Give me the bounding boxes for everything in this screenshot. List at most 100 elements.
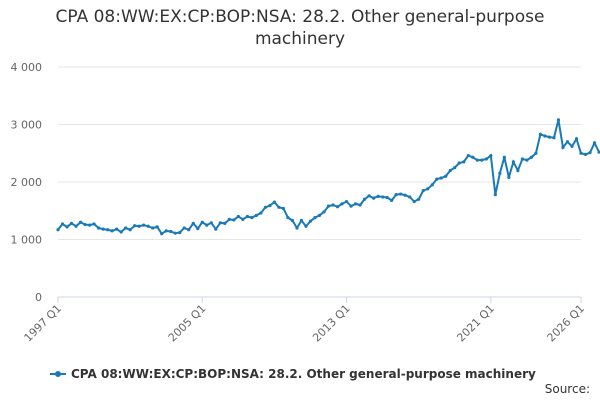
- y-tick-label: 2 000: [11, 176, 43, 189]
- point: [588, 151, 592, 155]
- point: [92, 222, 96, 226]
- point: [65, 225, 69, 229]
- legend-marker: [55, 371, 61, 377]
- point: [200, 220, 204, 224]
- point: [417, 197, 421, 201]
- point: [308, 219, 313, 223]
- point: [164, 229, 168, 233]
- point: [502, 155, 506, 159]
- point: [115, 227, 119, 231]
- point: [498, 171, 502, 175]
- point: [381, 195, 385, 199]
- point: [462, 160, 466, 164]
- point: [124, 226, 128, 230]
- point: [367, 194, 371, 198]
- point: [592, 141, 597, 145]
- point: [466, 153, 470, 158]
- point: [565, 140, 570, 144]
- point: [105, 228, 110, 232]
- point: [376, 194, 380, 198]
- point: [421, 189, 425, 193]
- point: [101, 227, 105, 231]
- y-tick-label: 3 000: [11, 119, 43, 132]
- point: [484, 157, 488, 161]
- point: [304, 224, 308, 228]
- series-line: [57, 119, 600, 236]
- point: [290, 218, 295, 223]
- point: [489, 153, 493, 158]
- x-tick-label: 1997 Q1: [22, 302, 65, 345]
- point: [187, 228, 191, 232]
- point: [574, 137, 579, 141]
- point: [471, 155, 475, 159]
- point: [196, 226, 200, 231]
- point: [268, 203, 272, 208]
- point: [313, 216, 317, 220]
- point: [344, 199, 349, 204]
- point: [173, 231, 177, 235]
- point: [299, 218, 304, 223]
- point: [385, 195, 389, 200]
- point: [556, 118, 561, 122]
- point: [205, 223, 209, 227]
- point: [263, 205, 267, 209]
- point: [236, 214, 240, 219]
- chart-title: CPA 08:WW:EX:CP:BOP:NSA: 28.2. Other gen…: [55, 7, 545, 49]
- point: [457, 161, 461, 165]
- point: [529, 155, 534, 159]
- point: [277, 205, 281, 209]
- point: [349, 204, 353, 208]
- point: [547, 135, 552, 139]
- point: [538, 132, 543, 136]
- point: [475, 158, 479, 162]
- point: [69, 221, 74, 225]
- point: [250, 216, 254, 220]
- point: [570, 144, 574, 148]
- point: [128, 228, 132, 232]
- point: [160, 232, 164, 236]
- x-tick-label: 2013 Q1: [310, 302, 353, 345]
- point: [358, 203, 362, 207]
- point: [579, 151, 583, 155]
- point: [394, 193, 398, 197]
- point: [507, 175, 511, 179]
- point: [426, 187, 430, 191]
- point: [493, 193, 497, 197]
- point: [87, 223, 92, 227]
- point: [286, 216, 290, 220]
- point: [520, 157, 524, 161]
- point: [295, 226, 299, 230]
- point: [281, 206, 286, 211]
- point: [182, 226, 186, 230]
- point: [178, 231, 182, 235]
- point: [403, 193, 407, 197]
- point: [525, 158, 529, 162]
- point: [453, 166, 457, 170]
- point: [448, 168, 452, 173]
- x-tick-label: 2026 Q1: [545, 302, 588, 345]
- point: [272, 200, 277, 204]
- point: [74, 224, 78, 228]
- point: [412, 199, 416, 204]
- point: [516, 168, 520, 173]
- point: [317, 213, 322, 217]
- point: [146, 224, 150, 228]
- x-tick-label: 2021 Q1: [454, 302, 497, 345]
- point: [232, 218, 236, 222]
- point: [223, 221, 227, 225]
- point: [191, 221, 195, 225]
- point: [137, 224, 141, 228]
- point: [142, 223, 146, 227]
- point: [60, 222, 65, 226]
- y-tick-label: 1 000: [11, 234, 43, 247]
- point: [430, 183, 434, 187]
- point: [340, 202, 344, 206]
- point: [96, 226, 101, 230]
- point: [511, 160, 515, 164]
- point: [561, 145, 565, 150]
- point: [408, 195, 412, 199]
- point: [254, 213, 258, 217]
- point: [444, 174, 448, 178]
- point: [439, 176, 443, 180]
